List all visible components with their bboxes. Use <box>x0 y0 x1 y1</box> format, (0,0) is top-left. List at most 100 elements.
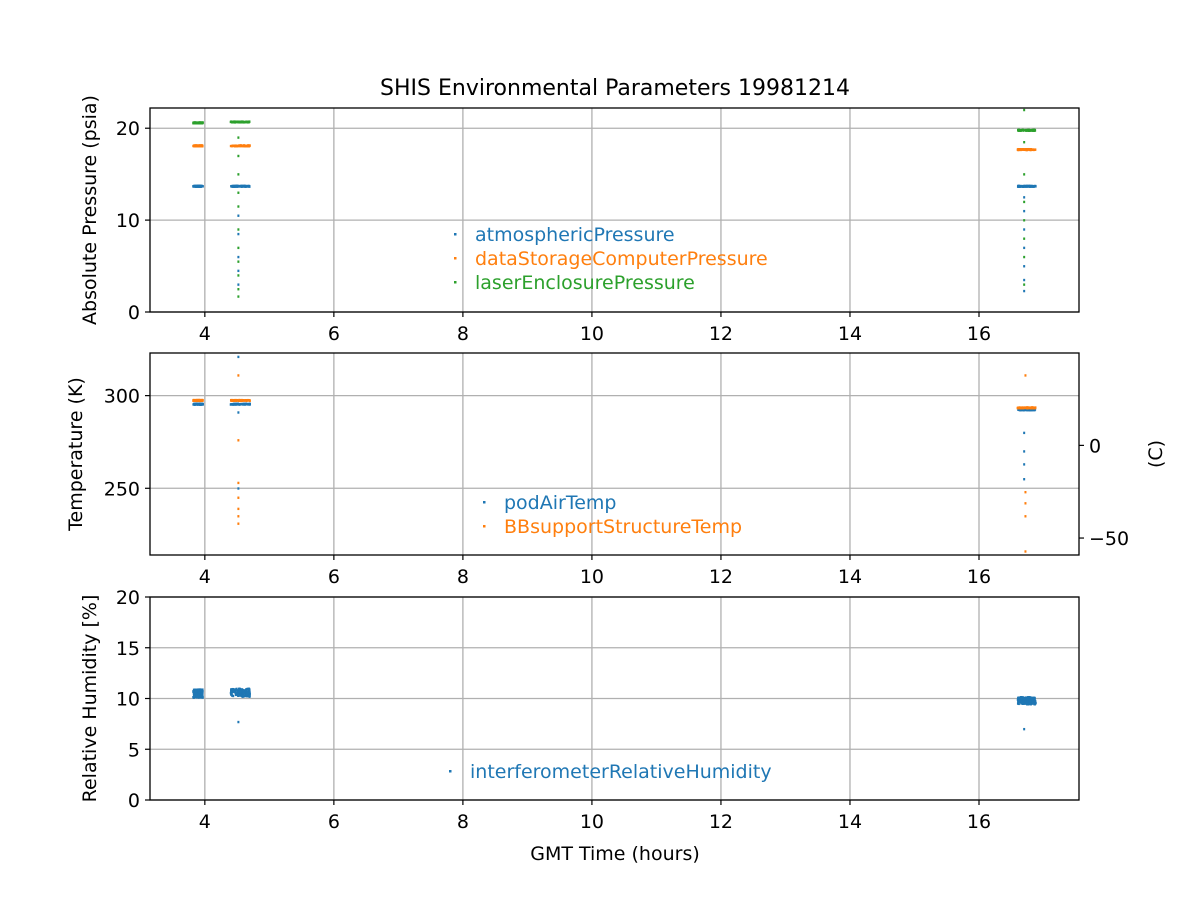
data-point <box>236 144 239 148</box>
data-point <box>244 403 247 406</box>
data-point-outlier <box>1023 246 1026 250</box>
data-point <box>1016 148 1019 152</box>
data-point <box>248 399 251 403</box>
data-point-outlier <box>237 232 240 236</box>
data-point <box>239 184 242 188</box>
data-point <box>242 692 245 695</box>
data-point-outlier <box>237 481 240 485</box>
data-point <box>232 694 235 698</box>
data-point <box>248 144 251 147</box>
data-point <box>1025 702 1028 705</box>
data-point <box>230 688 233 691</box>
data-point <box>197 402 200 406</box>
data-point-outlier <box>1023 209 1026 213</box>
data-point <box>1026 700 1029 703</box>
data-point-outlier <box>1024 502 1027 505</box>
data-point <box>1026 408 1029 412</box>
x-tick-label: 6 <box>328 566 340 588</box>
data-point <box>1031 406 1034 409</box>
data-point <box>239 399 242 402</box>
series-atmosphericPressure <box>192 184 1037 293</box>
data-point <box>194 144 197 147</box>
data-point <box>1024 148 1027 151</box>
data-point <box>235 692 238 695</box>
data-point <box>194 399 197 402</box>
data-point <box>1021 406 1024 409</box>
data-point <box>243 144 246 147</box>
data-point <box>1034 406 1037 409</box>
data-point <box>196 121 199 124</box>
data-point <box>199 402 202 406</box>
data-point <box>200 690 203 693</box>
data-point <box>237 185 240 188</box>
data-point <box>248 120 251 123</box>
data-point <box>1032 128 1035 132</box>
data-point <box>201 692 204 695</box>
data-point-outlier <box>1023 237 1026 240</box>
data-point <box>192 121 195 125</box>
data-point <box>245 693 248 696</box>
data-point <box>1028 185 1031 188</box>
data-point <box>192 185 195 188</box>
series-dataStorageComputerPressure <box>192 144 1037 152</box>
data-point <box>232 403 235 406</box>
data-point-outlier <box>1023 196 1026 199</box>
data-point <box>242 694 245 697</box>
data-point <box>230 690 233 693</box>
data-point <box>237 690 240 694</box>
data-point <box>1018 148 1021 152</box>
data-point <box>1033 408 1036 411</box>
data-point <box>195 398 198 402</box>
data-point-outlier <box>1023 219 1026 222</box>
data-point <box>201 693 204 697</box>
data-point <box>1016 698 1019 701</box>
legend-entry: laserEnclosurePressure <box>475 272 695 294</box>
y2-tick-label: −50 <box>1089 528 1129 550</box>
data-point <box>198 690 201 694</box>
data-point-outlier <box>237 288 240 291</box>
y-tick-label: 15 <box>116 638 140 660</box>
panel-2: 4 6 8 10 12 14 16 250 300 0 −50 (C) Temperature (K) p… <box>65 352 1167 588</box>
data-point <box>246 691 249 694</box>
data-point <box>201 185 204 188</box>
data-point-outlier <box>237 136 240 139</box>
data-point-outlier <box>237 515 240 518</box>
y-tick-label: 20 <box>116 118 140 140</box>
data-point <box>1034 185 1037 188</box>
data-point <box>1028 699 1031 702</box>
y-axis-label: Temperature (K) <box>65 377 87 532</box>
data-point <box>229 691 232 695</box>
data-point-outlier <box>237 507 240 511</box>
data-point-outlier <box>237 283 240 286</box>
data-point <box>239 403 242 406</box>
data-point <box>235 184 238 188</box>
data-point <box>1021 148 1024 151</box>
data-point <box>245 120 248 123</box>
data-point <box>242 689 245 692</box>
data-point <box>192 399 195 403</box>
data-point <box>239 144 242 147</box>
legend-marker <box>454 281 457 284</box>
data-point <box>1024 129 1027 132</box>
y-tick-label: 10 <box>116 210 140 232</box>
y-tick-label: 0 <box>128 790 140 812</box>
data-point <box>247 184 250 188</box>
data-point <box>245 184 248 188</box>
data-point <box>245 144 248 148</box>
legend-marker <box>483 501 486 504</box>
data-point-outlier <box>1023 200 1026 204</box>
x-tick-label: 10 <box>580 811 604 833</box>
data-point <box>237 120 240 124</box>
x-tick-label: 14 <box>838 811 862 833</box>
data-point-outlier <box>1023 173 1026 176</box>
data-point <box>199 695 202 698</box>
data-point-outlier <box>1023 278 1026 282</box>
data-point <box>242 399 245 402</box>
data-point-outlier <box>237 191 240 194</box>
data-point <box>201 121 204 124</box>
data-point <box>1031 185 1034 188</box>
data-point <box>195 688 198 692</box>
data-point <box>234 184 237 188</box>
data-point <box>1033 701 1036 704</box>
